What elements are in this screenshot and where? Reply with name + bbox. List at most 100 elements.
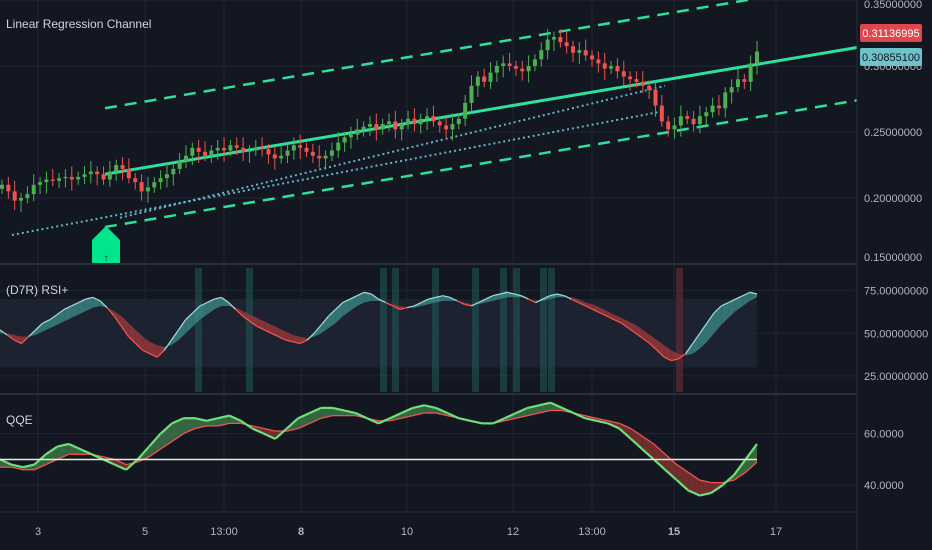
candle-body: [114, 165, 119, 172]
rsi-pane[interactable]: (D7R) RSI+: [0, 268, 855, 392]
price-tick-label: 0.25000000: [864, 127, 922, 139]
candle-body: [190, 147, 195, 156]
qqe-rsi-segment: [366, 417, 379, 425]
regression-upper-band: [104, 0, 755, 110]
time-axis-labels[interactable]: 3 5 13:00 8 10 12 13:00 15 17: [35, 526, 782, 538]
qqe-rsi-segment: [710, 484, 724, 494]
rsi-line-segment: [542, 295, 551, 300]
price-tag-teal-label: 0.30855100: [862, 52, 920, 64]
qqe-trailing-segment: [699, 479, 712, 484]
qqe-rsi-segment: [159, 422, 173, 435]
price-axis[interactable]: [857, 0, 932, 550]
rsi-line-segment: [128, 336, 137, 344]
rsi-fill-segment: [585, 302, 593, 310]
rsi-fill-segment: [735, 295, 743, 312]
rsi-line-segment: [63, 305, 72, 310]
candle-body: [69, 176, 74, 180]
qqe-trailing-segment: [745, 461, 758, 473]
candle-body: [336, 142, 341, 151]
rsi-fill-segment: [35, 323, 43, 335]
rsi-line-segment: [320, 315, 330, 326]
candle-body: [545, 39, 550, 51]
qqe-rsi-segment: [114, 463, 127, 471]
qqe-trailing-segment: [607, 420, 620, 424]
rsi-fill-segment: [214, 297, 222, 310]
qqe-pane[interactable]: QQE: [0, 401, 855, 497]
rsi-highlight-bar: [500, 268, 507, 392]
qqe-rsi-segment: [515, 406, 529, 415]
rsi-line-segment: [85, 296, 93, 300]
qqe-rsi-segment: [22, 463, 35, 469]
up-arrow-icon: ↑: [104, 253, 109, 264]
candle-body: [456, 118, 461, 125]
candle-body: [63, 176, 68, 179]
rsi-line-segment: [592, 308, 601, 314]
rsi-line-segment: [14, 339, 22, 345]
rsi-fill-segment: [714, 305, 722, 334]
price-tick-label: 0.35000000: [864, 0, 922, 11]
candle-body: [704, 112, 709, 117]
qqe-trailing-segment: [263, 427, 276, 432]
candle-body: [406, 118, 411, 125]
rsi-line-segment: [478, 298, 486, 304]
qqe-trailing-segment: [527, 412, 540, 417]
rsi-line-segment: [199, 301, 208, 307]
rsi-line-segment: [342, 298, 351, 304]
rsi-line-segment: [228, 302, 237, 310]
qqe-rsi-segment: [573, 412, 586, 420]
rsi-fill-segment: [157, 345, 165, 358]
rsi-line-segment: [99, 300, 108, 309]
rsi-line-segment: [442, 295, 451, 299]
rsi-line-segment: [728, 298, 736, 304]
rsi-fill-segment: [57, 309, 65, 325]
candle-body: [520, 68, 525, 72]
rsi-line-segment: [170, 329, 180, 341]
qqe-rsi-segment: [297, 412, 311, 420]
candle-body: [437, 121, 442, 126]
rsi-line-segment: [163, 339, 172, 351]
rsi-tick-label: 25.00000000: [864, 371, 928, 383]
rsi-fill-segment: [71, 302, 79, 318]
rsi-line-segment: [364, 291, 372, 295]
rsi-line-segment: [749, 291, 758, 295]
rsi-line-segment: [285, 339, 293, 343]
candle-body: [203, 151, 208, 156]
candle-body: [361, 126, 366, 130]
rsi-fill-segment: [599, 307, 608, 317]
rsi-line-segment: [20, 336, 30, 344]
candle-body: [532, 59, 537, 66]
rsi-line-segment: [563, 295, 572, 300]
candle-body: [164, 174, 169, 179]
qqe-rsi-segment: [446, 412, 460, 420]
qqe-rsi-segment: [332, 406, 345, 412]
candle-body: [152, 182, 157, 188]
qqe-rsi-segment: [435, 406, 448, 415]
candle-body: [317, 155, 322, 159]
candle-body: [234, 145, 239, 148]
qqe-rsi-segment: [458, 417, 471, 422]
qqe-trailing-segment: [11, 466, 24, 471]
qqe-rsi-segment: [504, 412, 517, 420]
candle-body: [412, 118, 417, 125]
rsi-line-segment: [356, 291, 365, 297]
rsi-fill-segment: [321, 316, 329, 334]
rsi-line-segment: [699, 322, 708, 334]
rsi-fill-segment: [485, 295, 493, 303]
candle-body: [716, 105, 721, 109]
rsi-line-segment: [56, 308, 65, 316]
rsi-line-segment: [735, 295, 743, 300]
y-tick-labels: 0.350000000.300000000.250000000.20000000…: [864, 0, 928, 492]
qqe-trailing-segment: [217, 422, 230, 427]
rsi-line-segment: [571, 298, 579, 304]
rsi-line-segment: [506, 291, 515, 295]
qqe-trailing-segment: [160, 440, 173, 450]
rsi-fill-segment: [707, 312, 715, 342]
price-tick-label: 0.20000000: [864, 193, 922, 205]
candle-body: [393, 121, 398, 130]
rsi-line-segment: [721, 301, 729, 307]
rsi-line-segment: [263, 329, 272, 334]
candle-body: [342, 137, 347, 143]
candle-body: [139, 182, 144, 192]
